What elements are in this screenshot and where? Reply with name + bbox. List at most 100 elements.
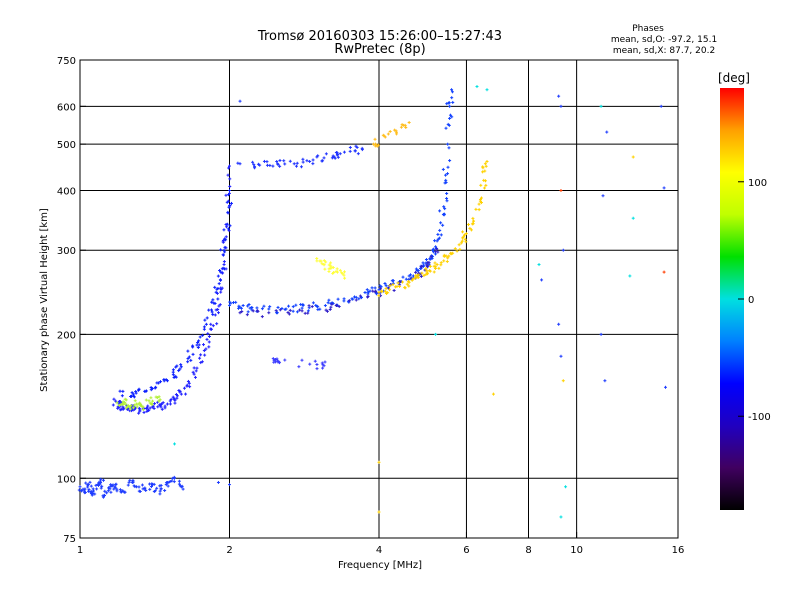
data-point <box>111 403 115 407</box>
data-point <box>83 491 87 495</box>
data-point <box>171 373 175 377</box>
data-point <box>154 395 158 399</box>
data-point <box>153 402 157 406</box>
data-point <box>206 332 210 336</box>
data-point <box>265 163 269 167</box>
data-point <box>255 306 259 310</box>
data-point <box>441 167 445 171</box>
data-point <box>137 489 141 493</box>
data-point <box>174 365 178 369</box>
data-point <box>280 307 284 311</box>
data-point <box>196 341 200 345</box>
data-point <box>191 370 195 374</box>
data-point <box>198 335 202 339</box>
data-point <box>126 483 130 487</box>
data-point <box>138 408 142 412</box>
data-point <box>238 99 242 103</box>
data-point <box>219 248 223 252</box>
data-point <box>373 137 377 141</box>
data-point <box>228 483 231 487</box>
data-point <box>124 398 128 402</box>
data-point <box>485 88 489 92</box>
y-tick-label: 750 <box>57 56 76 67</box>
data-point <box>291 305 295 309</box>
data-point <box>103 489 107 493</box>
data-point <box>224 235 228 239</box>
data-point <box>464 232 468 236</box>
data-point <box>258 163 262 167</box>
x-tick-label: 6 <box>463 545 469 556</box>
data-point <box>435 247 439 251</box>
data-point <box>463 233 467 237</box>
data-point <box>137 387 141 391</box>
data-point <box>130 394 134 398</box>
data-point <box>413 276 417 280</box>
data-point <box>141 405 145 409</box>
data-point <box>211 313 215 317</box>
data-point <box>342 297 346 301</box>
data-point <box>172 480 176 484</box>
data-point <box>373 286 377 290</box>
data-point <box>222 263 226 267</box>
data-point <box>479 183 483 187</box>
colorbar-tick-label: -100 <box>748 412 771 423</box>
data-point <box>162 379 166 383</box>
data-point <box>184 392 188 396</box>
y-tick-label: 300 <box>57 246 76 257</box>
data-point <box>278 361 282 365</box>
data-point <box>455 249 459 253</box>
data-point <box>155 486 159 490</box>
data-point <box>381 133 385 137</box>
data-point <box>157 395 161 399</box>
data-point <box>87 488 91 492</box>
data-point <box>484 183 488 187</box>
data-point <box>295 310 299 314</box>
data-point <box>421 261 425 265</box>
colorbar: [deg] 100 0 -100 <box>718 71 771 510</box>
data-point <box>282 159 286 163</box>
data-point <box>220 286 224 290</box>
data-point <box>223 237 227 241</box>
data-point <box>99 480 103 484</box>
axes: 1 2 4 6 8 10 16 75 100 200 300 400 500 600 750 <box>57 56 684 556</box>
data-point <box>227 205 231 209</box>
data-point <box>158 380 162 384</box>
data-point <box>300 309 304 313</box>
data-point <box>179 363 183 367</box>
data-point <box>251 309 255 313</box>
data-point <box>445 199 449 203</box>
data-point <box>177 479 181 483</box>
data-point <box>384 287 388 291</box>
data-point <box>357 297 361 301</box>
data-point <box>96 483 100 487</box>
data-point <box>377 294 381 298</box>
data-point <box>271 357 275 361</box>
data-point <box>370 286 374 290</box>
data-point <box>175 394 179 398</box>
data-point <box>377 143 381 147</box>
data-point <box>628 274 632 278</box>
data-point <box>84 481 88 485</box>
data-point <box>470 222 474 226</box>
data-point <box>118 488 122 492</box>
data-point <box>446 165 450 169</box>
data-point <box>152 406 156 410</box>
data-point <box>99 486 103 490</box>
data-point <box>388 284 392 288</box>
data-point <box>275 357 279 361</box>
data-point <box>101 494 105 498</box>
data-point <box>659 104 663 108</box>
data-point <box>256 309 260 313</box>
data-point <box>278 158 282 162</box>
data-point <box>150 482 154 486</box>
data-point <box>204 347 208 351</box>
data-point <box>144 488 148 492</box>
data-point <box>540 278 544 282</box>
data-point <box>275 160 279 164</box>
data-point <box>151 405 155 409</box>
data-point <box>228 184 232 188</box>
data-point <box>356 152 360 156</box>
data-point <box>424 258 428 262</box>
data-point <box>98 482 102 486</box>
y-axis-label: Stationary phase Virtual Height [km] <box>39 208 50 392</box>
